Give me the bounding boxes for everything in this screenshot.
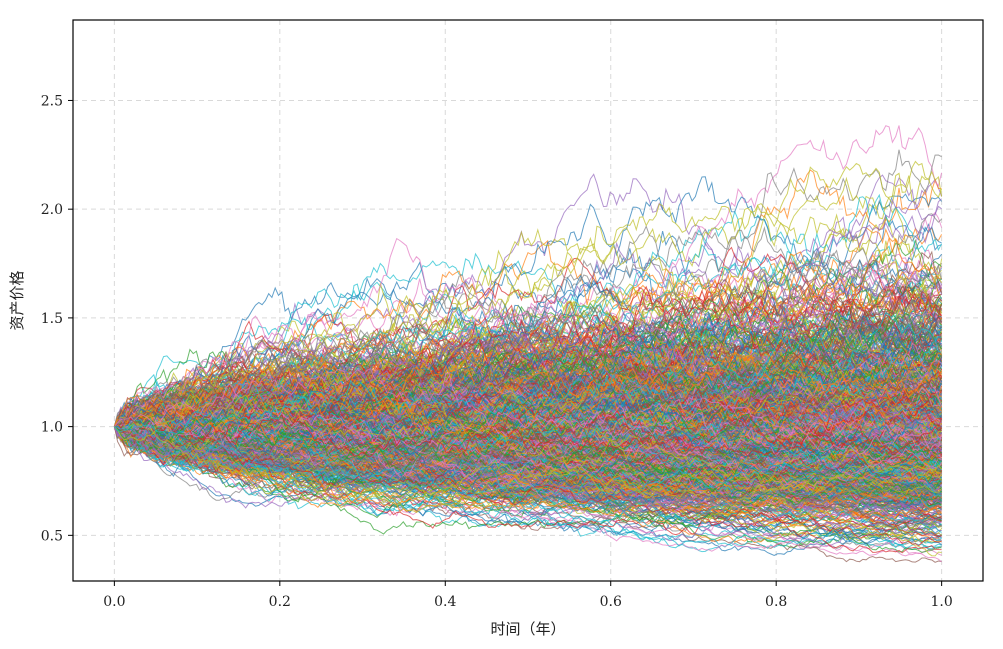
simulated-path	[114, 393, 942, 463]
simulated-path	[114, 424, 942, 503]
y-tick-label: 0.5	[41, 528, 63, 544]
simulated-path	[114, 368, 942, 468]
y-tick-label: 2.5	[41, 93, 63, 109]
simulated-path	[113, 412, 942, 494]
simulated-path	[114, 401, 942, 528]
simulated-path	[114, 399, 943, 492]
simulated-path	[114, 311, 942, 437]
simulated-path	[114, 426, 942, 553]
simulated-path	[114, 393, 943, 490]
simulated-path	[114, 368, 942, 455]
simulated-path	[114, 252, 942, 429]
y-tick-label: 1.0	[41, 420, 63, 436]
y-tick-label: 2.0	[41, 202, 63, 218]
simulated-path	[113, 414, 942, 517]
simulated-path	[113, 359, 942, 445]
simulated-path	[114, 283, 943, 427]
x-tick-label: 0.8	[765, 594, 787, 610]
simulated-path	[113, 386, 942, 495]
simulated-path	[113, 198, 942, 470]
y-axis-ticks: 0.5 1.0 1.5 2.0 2.5	[41, 93, 73, 544]
simulated-path	[114, 418, 942, 547]
simulated-path	[114, 405, 942, 459]
simulated-path	[114, 425, 943, 512]
simulated-path	[114, 426, 942, 507]
x-tick-label: 0.4	[434, 594, 456, 610]
simulated-path	[114, 303, 943, 428]
simulated-path	[114, 414, 942, 458]
plot-frame	[72, 19, 984, 582]
simulated-path	[114, 347, 942, 429]
simulated-path	[114, 406, 942, 507]
simulated-path	[114, 237, 942, 429]
simulated-path	[113, 377, 942, 451]
simulated-path	[114, 369, 942, 442]
simulated-path	[114, 176, 942, 437]
x-tick-label: 1.0	[931, 594, 953, 610]
simulated-path	[114, 422, 942, 543]
simulated-path	[114, 422, 942, 563]
y-tick-label: 1.5	[41, 311, 63, 327]
x-tick-label: 0.0	[103, 594, 125, 610]
x-axis-ticks: 0.0 0.2 0.4 0.6 0.8 1.0	[103, 581, 953, 610]
x-tick-label: 0.2	[269, 594, 291, 610]
simulated-path	[113, 418, 942, 534]
x-tick-label: 0.6	[600, 594, 622, 610]
simulated-path	[114, 424, 942, 497]
y-axis-label: 资产价格	[8, 270, 26, 330]
simulated-path	[114, 402, 942, 514]
simulated-path	[114, 352, 942, 440]
simulated-paths	[113, 125, 943, 563]
x-axis-label: 时间（年）	[490, 620, 565, 638]
simulated-path	[114, 357, 943, 490]
simulated-path	[114, 294, 942, 428]
